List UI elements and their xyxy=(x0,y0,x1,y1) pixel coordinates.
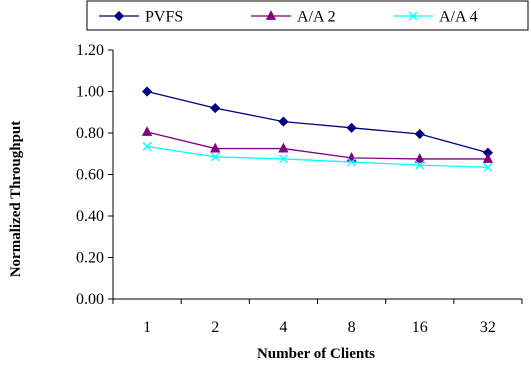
x-tick-label: 4 xyxy=(279,319,287,336)
data-point-diamond xyxy=(142,86,153,97)
x-tick-label: 8 xyxy=(348,319,356,336)
series-a-a-2 xyxy=(141,126,494,163)
y-tick-label: 1.00 xyxy=(76,84,104,101)
series-line xyxy=(146,131,488,160)
x-axis-title: Number of Clients xyxy=(257,346,375,362)
x-tick-label: 1 xyxy=(143,319,151,336)
legend-box xyxy=(86,0,529,31)
data-point-x xyxy=(483,162,493,172)
y-tick-label: 0.60 xyxy=(76,167,104,184)
data-point-diamond xyxy=(278,116,289,127)
legend: PVFS A/A 2 A/A 4 xyxy=(86,0,529,31)
data-point-triangle xyxy=(210,142,221,153)
y-tick-label: 0.00 xyxy=(76,291,104,308)
legend-item: A/A 2 xyxy=(251,9,336,26)
data-point-x xyxy=(347,157,357,167)
data-point-x xyxy=(210,152,220,162)
data-point-triangle xyxy=(141,126,153,136)
x-tick-label: 2 xyxy=(211,319,219,336)
legend-item: PVFS xyxy=(99,9,183,26)
data-point-x xyxy=(278,154,288,164)
legend-item: A/A 4 xyxy=(393,9,478,26)
y-tick-label: 0.80 xyxy=(76,125,104,142)
legend-label: PVFS xyxy=(145,9,183,26)
data-point-diamond xyxy=(210,103,221,114)
series-layer xyxy=(141,86,494,172)
data-point-diamond xyxy=(113,10,125,22)
data-point-diamond xyxy=(346,122,357,133)
y-axis: 0.00 0.20 0.40 0.60 0.80 1.00 1.20 xyxy=(76,42,114,308)
y-axis-title: Normalized Throughput xyxy=(8,121,24,278)
data-point-x xyxy=(415,160,425,170)
series-pvfs xyxy=(142,86,493,158)
x-tick-label: 32 xyxy=(480,319,496,336)
series-line xyxy=(146,90,489,154)
y-tick-label: 0.20 xyxy=(76,250,104,267)
legend-label: A/A 2 xyxy=(297,9,336,26)
series-a-a-4 xyxy=(142,142,493,172)
y-tick-label: 1.20 xyxy=(76,42,104,59)
x-axis: 1 2 4 8 16 32 xyxy=(112,298,523,336)
x-tick-label: 16 xyxy=(412,319,428,336)
series-line xyxy=(146,145,488,168)
data-point-triangle xyxy=(265,10,277,20)
data-point-triangle xyxy=(482,153,494,163)
data-point-x xyxy=(408,11,418,21)
data-point-x xyxy=(142,142,152,151)
data-point-triangle xyxy=(414,153,425,163)
data-point-triangle xyxy=(278,142,289,153)
data-point-diamond xyxy=(414,128,425,140)
y-tick-label: 0.40 xyxy=(76,208,104,225)
legend-label: A/A 4 xyxy=(439,9,478,26)
